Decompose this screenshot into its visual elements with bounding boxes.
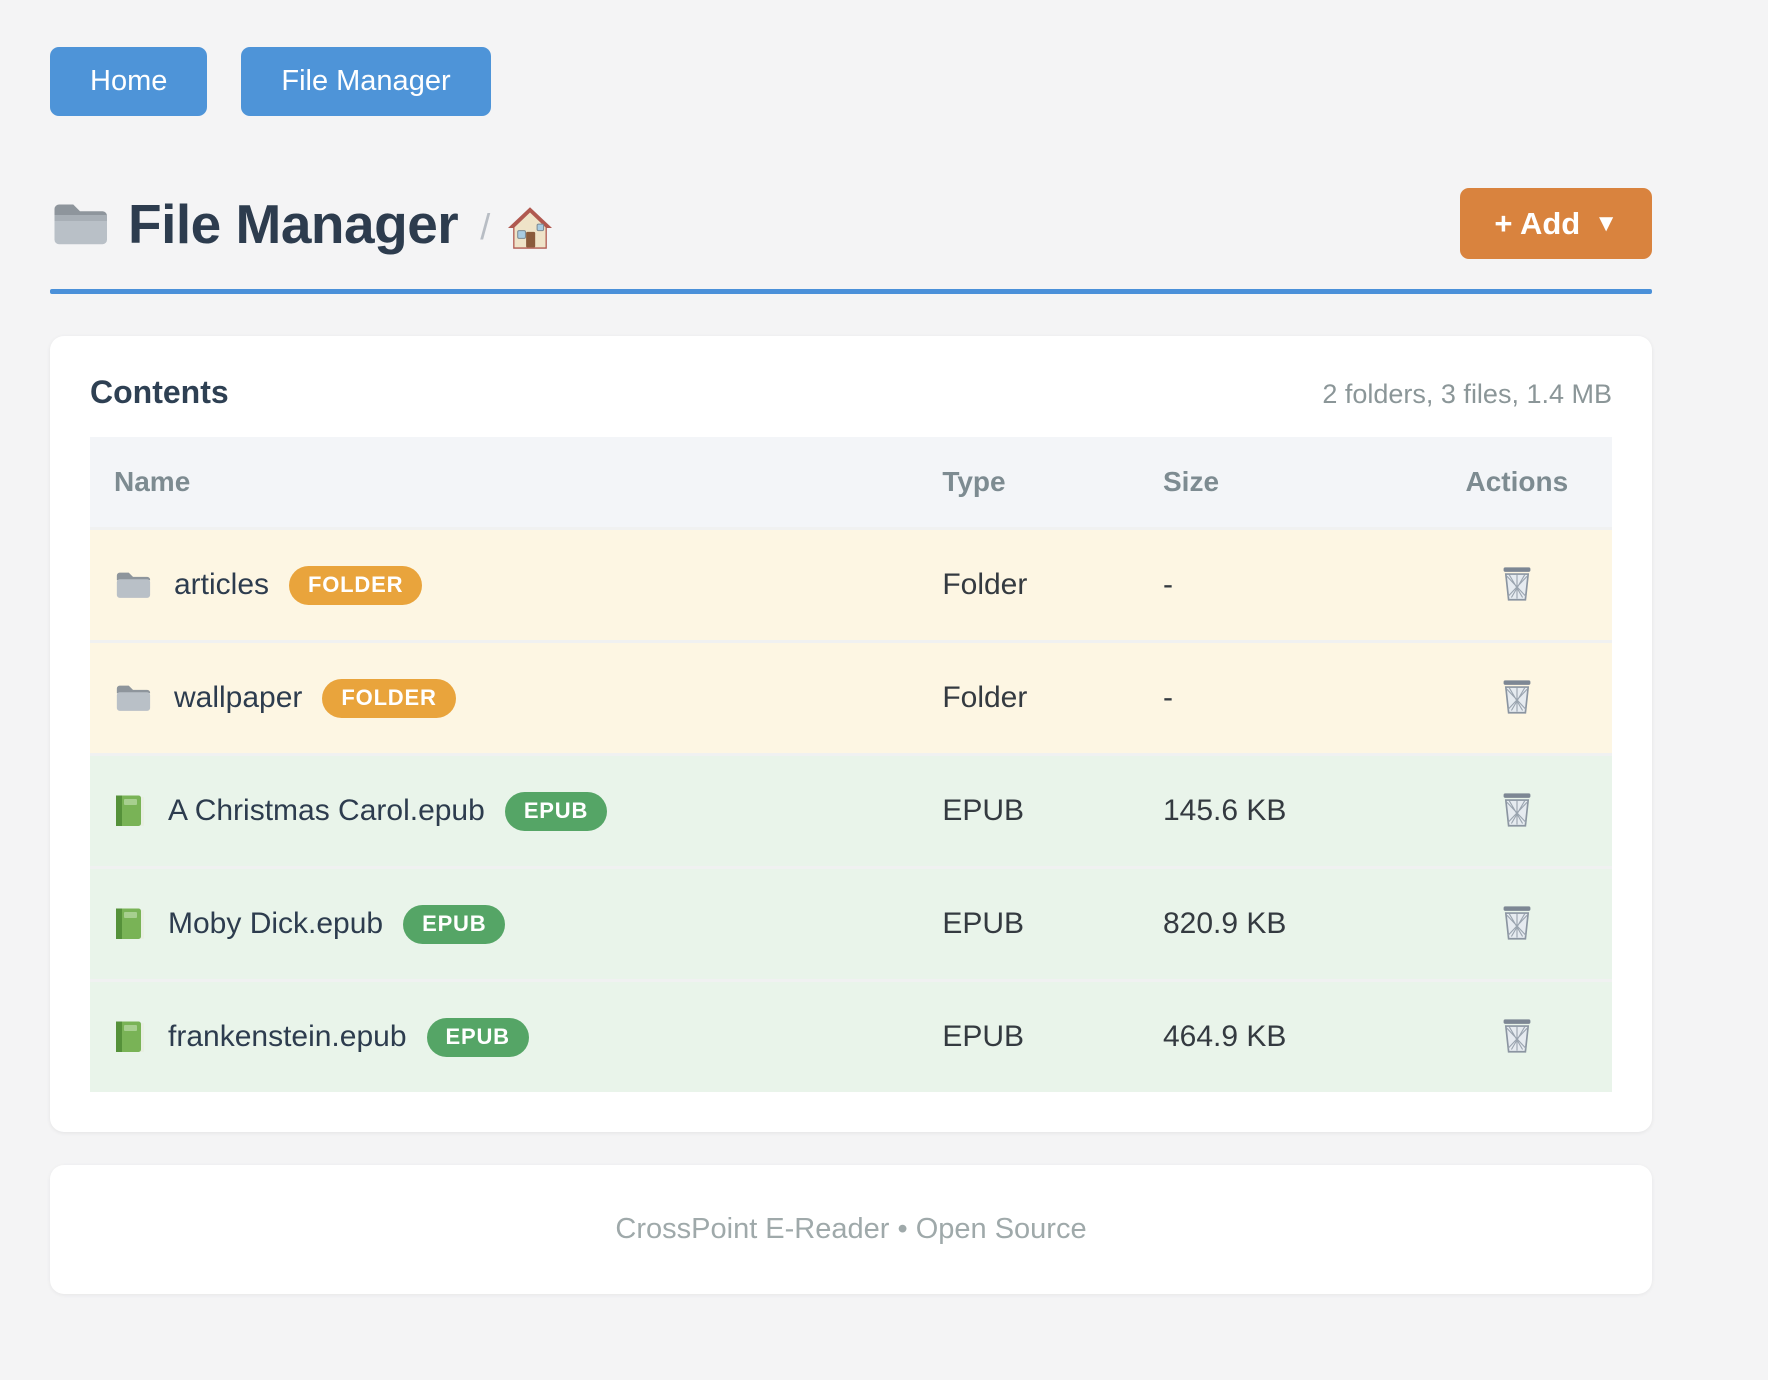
folder-badge: FOLDER <box>289 565 423 605</box>
folder-link[interactable]: wallpaper <box>174 681 303 714</box>
delete-button[interactable] <box>1496 786 1538 832</box>
size-cell: - <box>1163 568 1173 601</box>
page: Home File Manager File Manager / + Add ▼… <box>50 0 1652 1294</box>
delete-button[interactable] <box>1496 899 1538 945</box>
table-row: frankenstein.epub EPUB EPUB 464.9 KB <box>90 980 1612 1092</box>
green-book-icon <box>116 908 144 939</box>
trash-icon <box>1503 567 1531 601</box>
folder-link[interactable]: articles <box>174 568 270 601</box>
breadcrumb-separator: / <box>480 205 491 247</box>
folder-icon <box>54 204 107 244</box>
contents-card: Contents 2 folders, 3 files, 1.4 MB Name… <box>50 336 1652 1132</box>
table-row: wallpaper FOLDER Folder - <box>90 641 1612 755</box>
column-header-actions: Actions <box>1421 437 1612 529</box>
type-cell: EPUB <box>942 794 1025 827</box>
size-cell: 820.9 KB <box>1163 907 1287 940</box>
epub-badge: EPUB <box>426 1017 529 1057</box>
trash-icon <box>1503 680 1531 714</box>
epub-badge: EPUB <box>504 791 608 831</box>
footer-text: CrossPoint E-Reader • Open Source <box>615 1213 1087 1245</box>
type-cell: EPUB <box>942 1020 1025 1053</box>
type-cell: EPUB <box>942 907 1025 940</box>
folder-icon <box>116 685 151 711</box>
home-icon[interactable] <box>506 206 554 250</box>
table-row: articles FOLDER Folder - <box>90 528 1612 642</box>
type-cell: Folder <box>942 568 1028 601</box>
trash-icon <box>1503 1019 1531 1053</box>
accent-divider <box>50 289 1652 294</box>
table-row: Moby Dick.epub EPUB EPUB 820.9 KB <box>90 867 1612 981</box>
type-cell: Folder <box>942 681 1028 714</box>
delete-button[interactable] <box>1496 560 1538 606</box>
table-header-row: Name Type Size Actions <box>90 437 1612 529</box>
column-header-name: Name <box>90 437 943 529</box>
add-button[interactable]: + Add ▼ <box>1460 188 1652 259</box>
size-cell: 464.9 KB <box>1163 1020 1287 1053</box>
contents-heading: Contents <box>90 374 229 410</box>
trash-icon <box>1503 906 1531 940</box>
delete-button[interactable] <box>1496 1012 1538 1058</box>
file-table: Name Type Size Actions articles <box>90 437 1612 1092</box>
folder-badge: FOLDER <box>322 678 456 718</box>
size-cell: - <box>1163 681 1173 714</box>
file-manager-button[interactable]: File Manager <box>241 47 491 116</box>
delete-button[interactable] <box>1496 673 1538 719</box>
green-book-icon <box>116 795 144 826</box>
table-row: A Christmas Carol.epub EPUB EPUB 145.6 K… <box>90 754 1612 868</box>
top-nav: Home File Manager <box>50 0 1652 116</box>
add-button-label: + Add <box>1494 206 1581 241</box>
file-link[interactable]: frankenstein.epub <box>168 1020 407 1053</box>
trash-icon <box>1503 793 1531 827</box>
epub-badge: EPUB <box>403 904 506 944</box>
contents-card-header: Contents 2 folders, 3 files, 1.4 MB <box>90 374 1612 411</box>
contents-summary: 2 folders, 3 files, 1.4 MB <box>1322 379 1612 409</box>
page-header: File Manager / + Add ▼ <box>50 188 1652 259</box>
page-title: File Manager <box>128 192 459 255</box>
column-header-type: Type <box>942 437 1163 529</box>
file-link[interactable]: A Christmas Carol.epub <box>168 794 485 827</box>
green-book-icon <box>116 1021 144 1052</box>
footer: CrossPoint E-Reader • Open Source <box>50 1165 1652 1294</box>
size-cell: 145.6 KB <box>1163 794 1287 827</box>
chevron-down-icon: ▼ <box>1594 209 1618 237</box>
column-header-size: Size <box>1163 437 1422 529</box>
folder-icon <box>116 572 151 598</box>
home-button[interactable]: Home <box>50 47 208 116</box>
file-link[interactable]: Moby Dick.epub <box>168 907 384 940</box>
